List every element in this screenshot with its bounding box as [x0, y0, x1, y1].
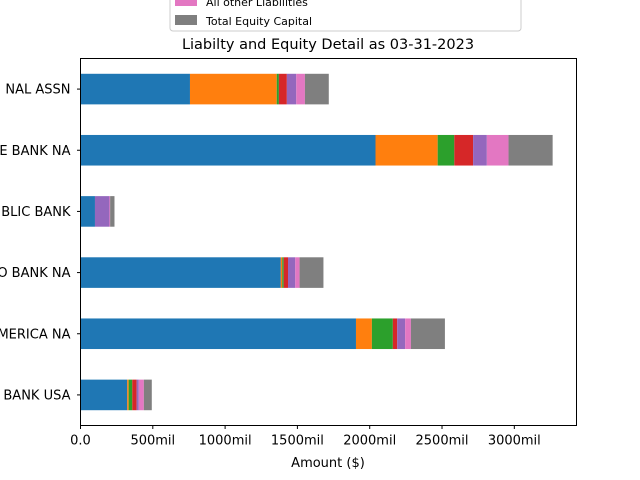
bar-segment [276, 73, 279, 105]
x-tick-label: 1500mil [271, 434, 324, 449]
x-axis-label: Amount ($) [291, 456, 365, 471]
bar-segment [371, 318, 393, 350]
bar-segment [80, 257, 281, 288]
x-tick-label: 2500mil [416, 434, 469, 449]
plot-frame [80, 58, 577, 426]
bar-segment [355, 318, 372, 350]
y-tick-label: BANK USA [3, 388, 70, 403]
bar-segment [397, 318, 406, 350]
bar-segment [454, 134, 474, 166]
bar-segment [278, 73, 287, 105]
bar-segment [296, 73, 305, 105]
legend-swatch-total-equity-capital [175, 15, 197, 25]
bar-segment [280, 257, 283, 288]
bar-segment [136, 379, 139, 411]
bar-segment [80, 73, 190, 105]
x-tick-label: 1000mil [199, 434, 252, 449]
legend: All other Liabilities Total Equity Capit… [169, 0, 522, 32]
x-tick-label: 0.0 [70, 434, 91, 449]
bar-segment [189, 73, 277, 105]
bar-segment [304, 73, 329, 105]
y-tick-label: NAL ASSN [5, 83, 70, 98]
bar-segment [437, 134, 455, 166]
legend-label-total-equity-capital: Total Equity Capital [205, 15, 312, 28]
bar-segment [138, 379, 144, 411]
bars [80, 73, 553, 411]
bar-segment [288, 257, 296, 288]
bar-segment [486, 134, 509, 166]
bar-segment [127, 379, 129, 411]
bar-segment [94, 196, 110, 227]
x-tick-label: 2000mil [343, 434, 396, 449]
y-tick-label: O BANK NA [0, 266, 71, 281]
x-tick-label: 3000mil [488, 434, 541, 449]
bar-segment [295, 257, 300, 288]
bar-segment [283, 257, 289, 288]
bar-segment [128, 379, 133, 411]
bar-segment [405, 318, 411, 350]
bar-segment [132, 379, 137, 411]
y-tick-label: MERICA NA [0, 327, 71, 342]
bar-segment [473, 134, 487, 166]
bar-segment [110, 196, 115, 227]
x-tick-label: 500mil [130, 434, 175, 449]
bar-segment [143, 379, 152, 411]
legend-frame [169, 0, 522, 32]
bar-segment [375, 134, 438, 166]
bar-segment [80, 196, 95, 227]
y-tick-label: E BANK NA [0, 144, 71, 159]
y-axis-ticks: NAL ASSN E BANK NA BLIC BANK O BANK NA MERIC… [0, 83, 81, 403]
bar-segment [80, 318, 356, 350]
bar-segment [508, 134, 553, 166]
chart-title: Liabilty and Equity Detail as 03-31-2023 [182, 37, 474, 53]
x-axis-ticks: 0.0 500mil 1000mil 1500mil 2000mil 2500mil 300… [70, 425, 541, 449]
bar-segment [109, 196, 111, 227]
bar-segment [392, 318, 398, 350]
y-tick-label: BLIC BANK [1, 205, 71, 220]
bar-segment [299, 257, 324, 288]
bar-segment [286, 73, 297, 105]
bar-segment [80, 134, 376, 166]
bar-segment [80, 379, 128, 411]
legend-label-all-other-liabilities: All other Liabilities [206, 0, 308, 9]
bar-segment [410, 318, 445, 350]
bar-segment [282, 257, 284, 288]
legend-swatch-all-other-liabilities [175, 0, 197, 6]
